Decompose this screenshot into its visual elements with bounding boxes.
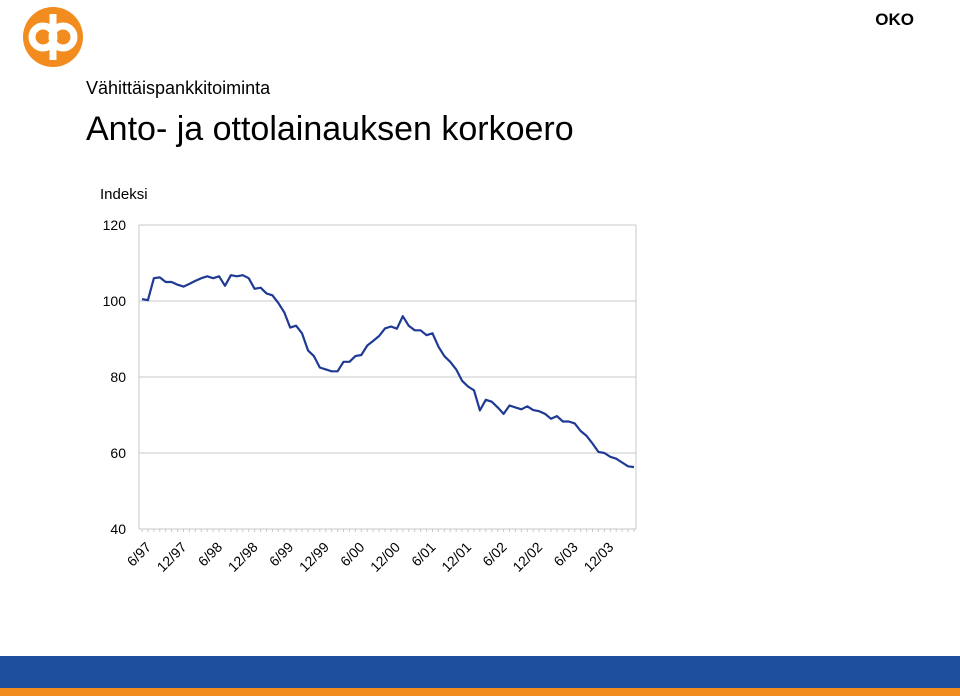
x-tick-label: 6/00 <box>337 539 368 570</box>
x-tick-label: 12/98 <box>225 539 261 575</box>
x-tick-label: 6/99 <box>266 539 297 570</box>
brand: OKO <box>875 10 914 29</box>
x-tick-label: 6/97 <box>124 539 155 570</box>
x-tick-label: 12/97 <box>154 539 190 575</box>
y-tick-label: 60 <box>110 445 126 461</box>
footer-band <box>0 656 960 688</box>
y-tick-label: 100 <box>103 293 127 309</box>
x-tick-label: 12/02 <box>509 539 545 575</box>
x-tick-label: 12/99 <box>296 539 332 575</box>
y-tick-label: 40 <box>110 521 126 537</box>
y-tick-label: 120 <box>103 217 127 233</box>
logo <box>23 7 83 67</box>
section-title: Vähittäispankkitoiminta <box>86 78 271 98</box>
x-tick-label: 6/98 <box>195 539 226 570</box>
x-tick-label: 6/03 <box>550 539 581 570</box>
x-tick-label: 12/03 <box>580 539 616 575</box>
x-tick-label: 12/00 <box>367 539 403 575</box>
chart-title: Anto- ja ottolainauksen korkoero <box>86 110 574 148</box>
x-tick-label: 6/01 <box>408 539 439 570</box>
footer-stripe <box>0 688 960 696</box>
y-tick-label: 80 <box>110 369 126 385</box>
x-tick-label: 6/02 <box>479 539 510 570</box>
x-tick-label: 12/01 <box>438 539 474 575</box>
y-axis-label: Indeksi <box>100 186 148 203</box>
data-line <box>141 274 635 469</box>
